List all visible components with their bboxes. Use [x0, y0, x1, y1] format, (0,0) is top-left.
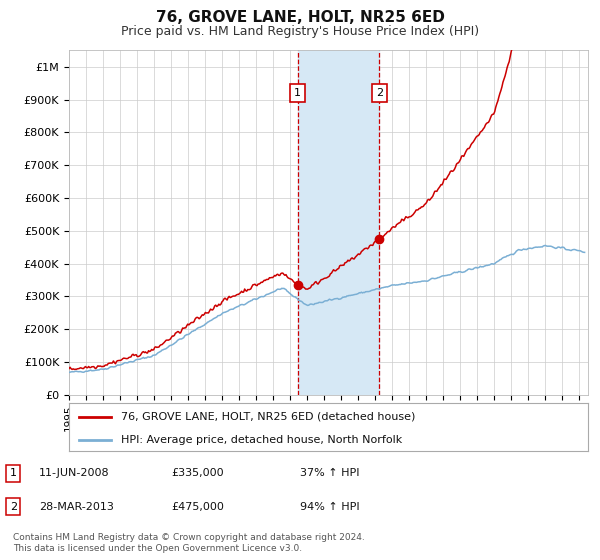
Text: 2: 2: [10, 502, 17, 512]
Text: 76, GROVE LANE, HOLT, NR25 6ED (detached house): 76, GROVE LANE, HOLT, NR25 6ED (detached…: [121, 412, 415, 422]
Text: 2: 2: [376, 88, 383, 98]
Text: 37% ↑ HPI: 37% ↑ HPI: [300, 468, 359, 478]
Bar: [298, 50, 379, 395]
Text: 94% ↑ HPI: 94% ↑ HPI: [300, 502, 359, 512]
Text: HPI: Average price, detached house, North Norfolk: HPI: Average price, detached house, Nort…: [121, 435, 402, 445]
Text: 11-JUN-2008: 11-JUN-2008: [39, 468, 110, 478]
Text: Contains HM Land Registry data © Crown copyright and database right 2024.
This d: Contains HM Land Registry data © Crown c…: [13, 534, 365, 553]
Text: Price paid vs. HM Land Registry's House Price Index (HPI): Price paid vs. HM Land Registry's House …: [121, 25, 479, 38]
Text: 1: 1: [10, 468, 17, 478]
Text: 28-MAR-2013: 28-MAR-2013: [39, 502, 114, 512]
Text: 76, GROVE LANE, HOLT, NR25 6ED: 76, GROVE LANE, HOLT, NR25 6ED: [155, 10, 445, 25]
Text: £335,000: £335,000: [171, 468, 224, 478]
Text: £475,000: £475,000: [171, 502, 224, 512]
Text: 1: 1: [294, 88, 301, 98]
